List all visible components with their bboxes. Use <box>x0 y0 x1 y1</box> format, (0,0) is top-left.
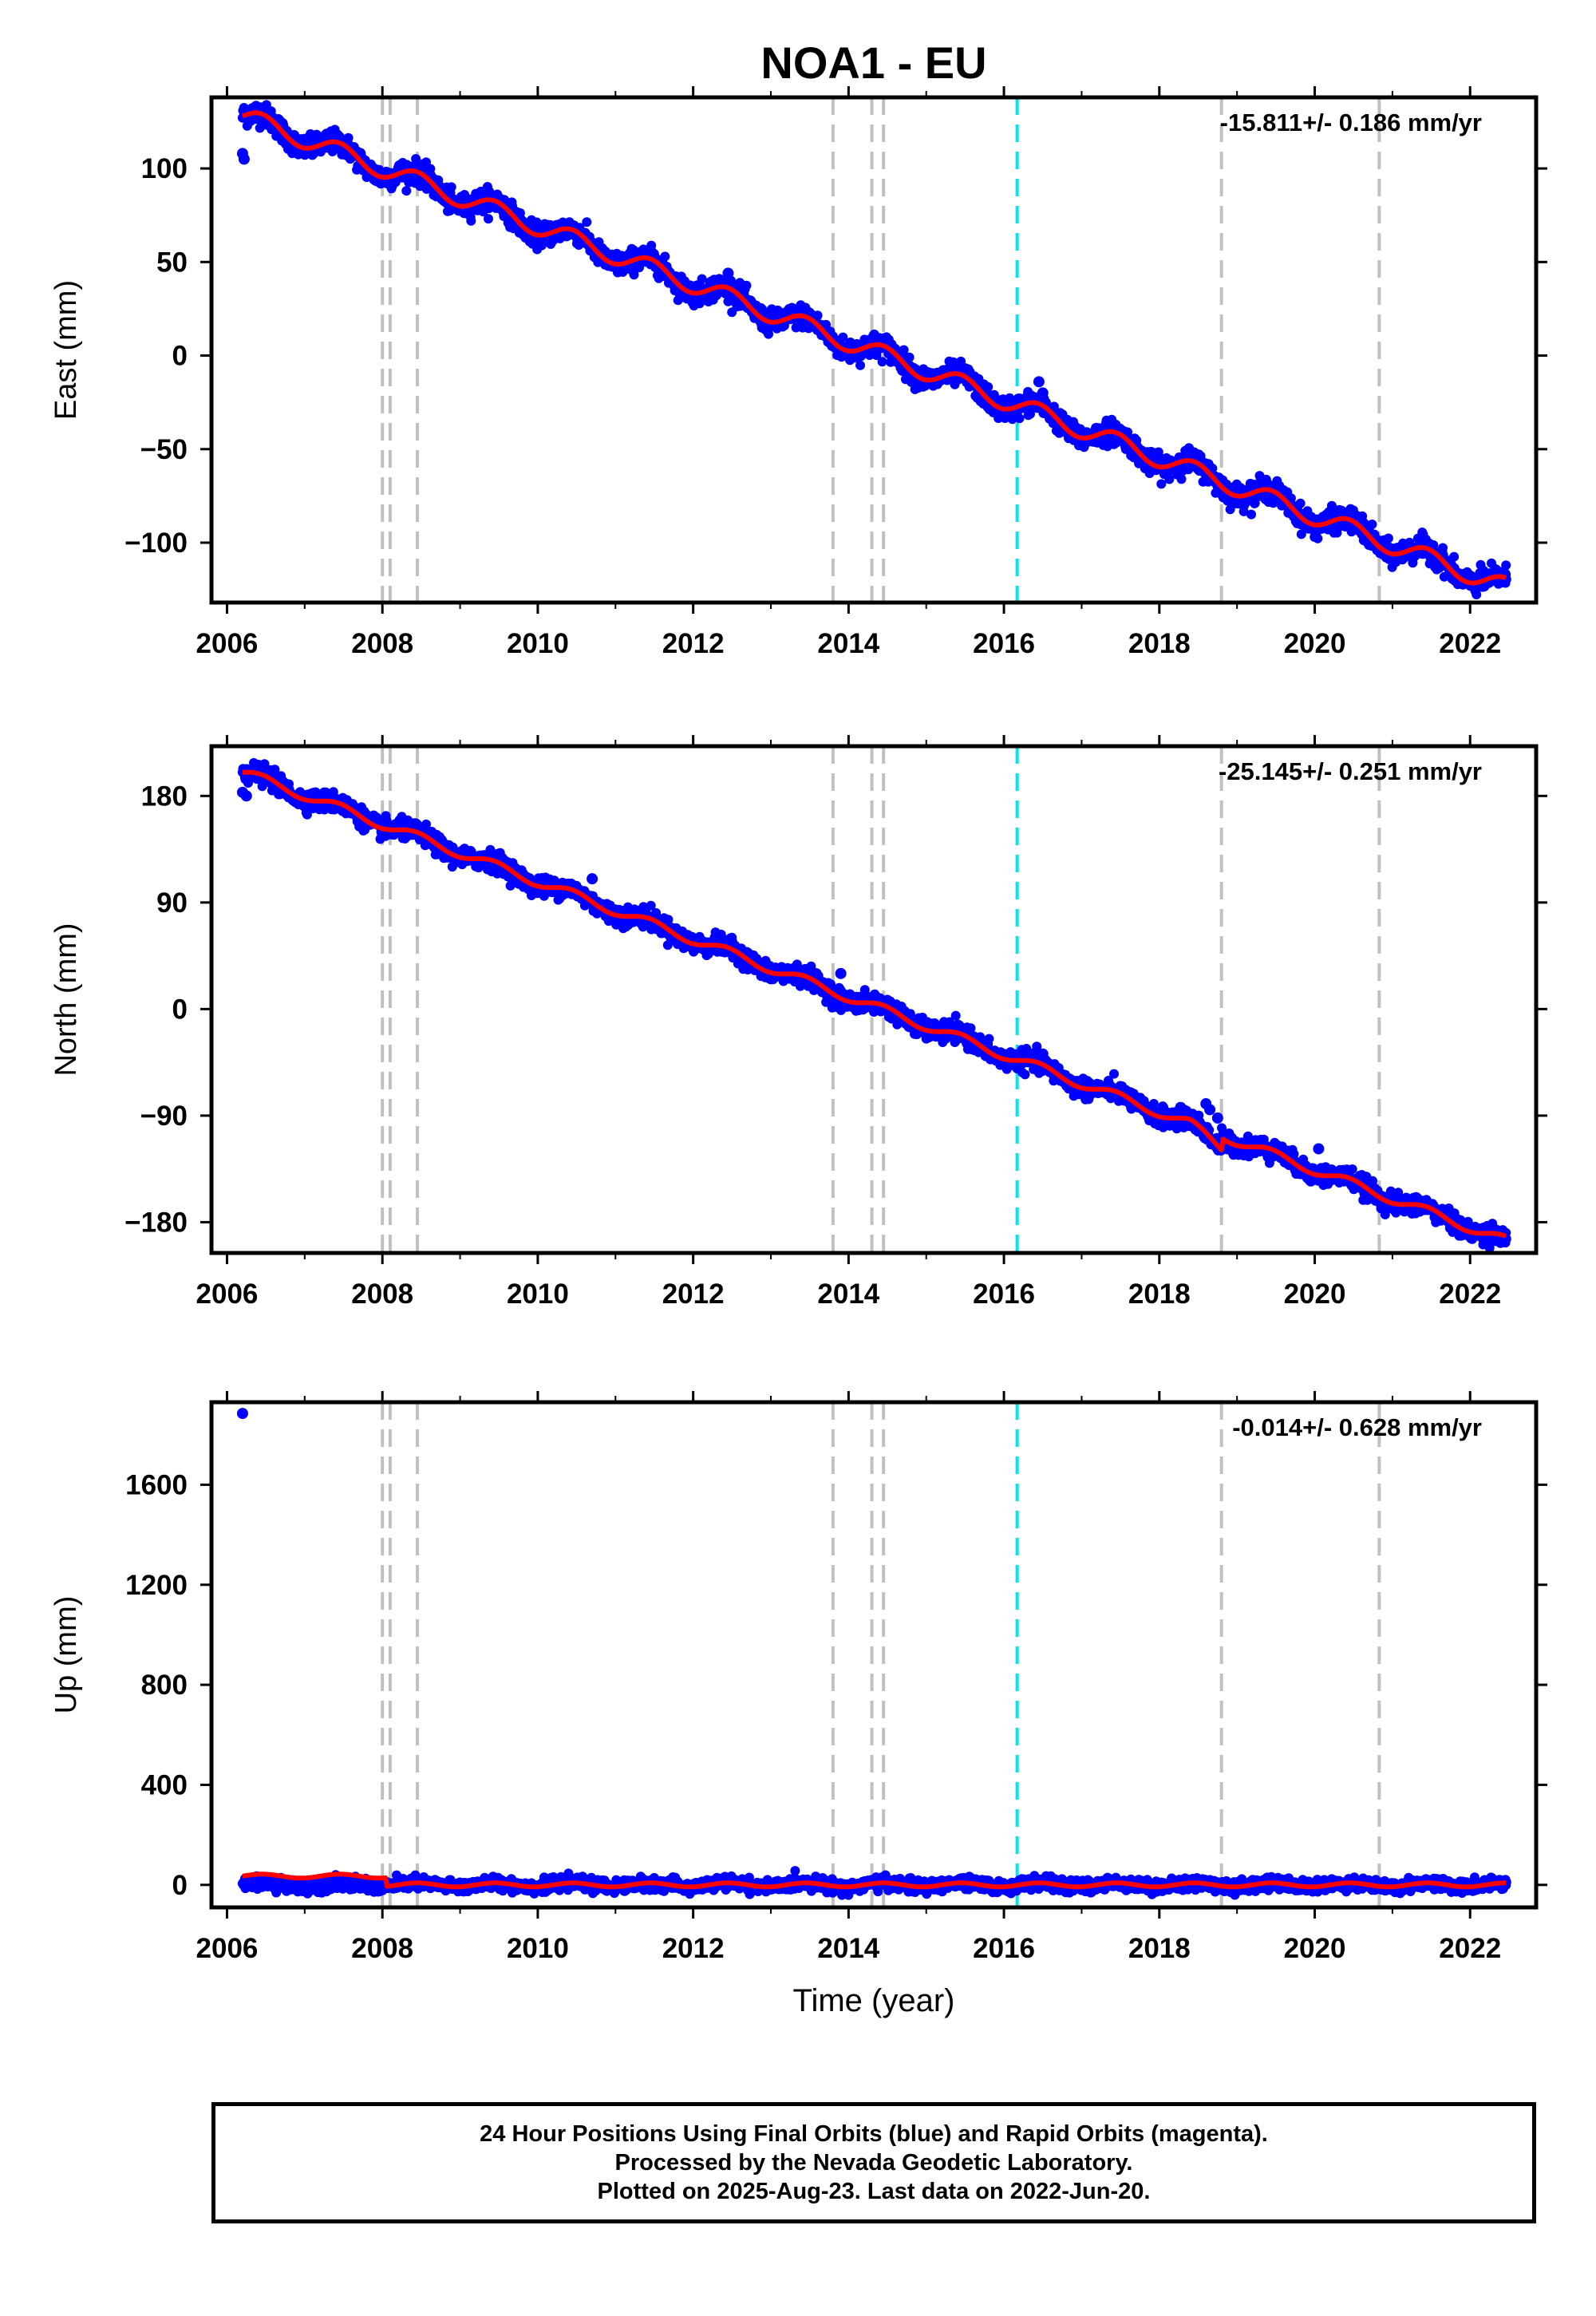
data-point <box>446 182 456 192</box>
data-point <box>1246 509 1256 520</box>
data-point <box>1501 560 1511 571</box>
data-point <box>1032 1041 1042 1052</box>
data-point <box>1148 1099 1159 1109</box>
data-point <box>956 356 966 366</box>
plot-area <box>236 97 1511 603</box>
data-point <box>536 240 547 251</box>
y-tick-label: 0 <box>172 341 188 372</box>
rate-label: -15.811+/- 0.186 mm/yr <box>1220 109 1482 136</box>
y-tick-label: 100 <box>141 153 188 184</box>
data-point <box>1156 479 1167 489</box>
data-point <box>343 132 354 143</box>
data-point <box>466 215 476 226</box>
data-point <box>838 332 848 342</box>
panel-east: 100 50 0 −50 −100 2006 2008 2010 2012 2014 2016 201… <box>49 86 1547 659</box>
x-tick-label: 2018 <box>1128 628 1191 659</box>
y-tick-label: −50 <box>140 434 188 465</box>
plot-area <box>236 746 1511 1253</box>
outlier-point <box>722 267 734 279</box>
data-point <box>855 360 865 370</box>
data-point <box>905 1009 915 1019</box>
data-point <box>871 350 882 361</box>
model-line <box>241 110 1507 586</box>
y-tick-label: −100 <box>124 528 188 559</box>
x-tick-label: 2006 <box>196 628 259 659</box>
plot-frame <box>209 95 1539 605</box>
data-point <box>697 274 707 284</box>
x-tick-label: 2014 <box>817 628 879 659</box>
data-point <box>1014 413 1025 424</box>
data-point <box>984 1034 994 1044</box>
data-point <box>983 381 994 392</box>
outlier-point <box>1037 387 1049 399</box>
data-point <box>950 1010 961 1021</box>
x-tick-label: 2016 <box>973 628 1035 659</box>
data-point <box>1295 498 1306 508</box>
y-tick-label: 50 <box>156 247 188 278</box>
x-tick-label: 2020 <box>1284 628 1346 659</box>
data-point <box>1164 474 1175 484</box>
data-point <box>1250 498 1260 508</box>
data-point <box>1472 590 1482 599</box>
data-point <box>660 251 670 262</box>
data-point <box>1449 551 1460 562</box>
outlier-point <box>238 153 250 165</box>
y-axis-label: East (mm) <box>49 280 83 420</box>
data-point <box>877 357 887 367</box>
data-point <box>646 900 656 911</box>
data-point <box>484 214 493 224</box>
panels: 100 50 0 −50 −100 2006 2008 2010 2012 2014 2016 201… <box>49 86 1547 2018</box>
data-point <box>1020 1069 1030 1080</box>
data-point <box>904 352 915 362</box>
outlier-point <box>1033 376 1045 388</box>
data-point <box>1438 543 1448 553</box>
data-point <box>764 329 773 339</box>
data-point <box>966 1023 976 1034</box>
data-point <box>1176 474 1187 484</box>
data-point <box>1367 520 1377 529</box>
data-point <box>582 217 592 227</box>
data-point <box>1326 500 1337 511</box>
data-point <box>741 280 752 290</box>
data-point <box>812 310 823 321</box>
x-tick-label: 2010 <box>507 628 569 659</box>
x-tick-label: 2008 <box>351 628 413 659</box>
data-point <box>1383 533 1393 543</box>
chart-title: NOA1 - EU <box>760 38 986 88</box>
data-point <box>1109 1069 1119 1079</box>
data-point <box>401 186 412 196</box>
x-tick-label: 2012 <box>662 628 725 659</box>
x-tick-label: 2022 <box>1439 628 1501 659</box>
data-point <box>1313 533 1323 543</box>
